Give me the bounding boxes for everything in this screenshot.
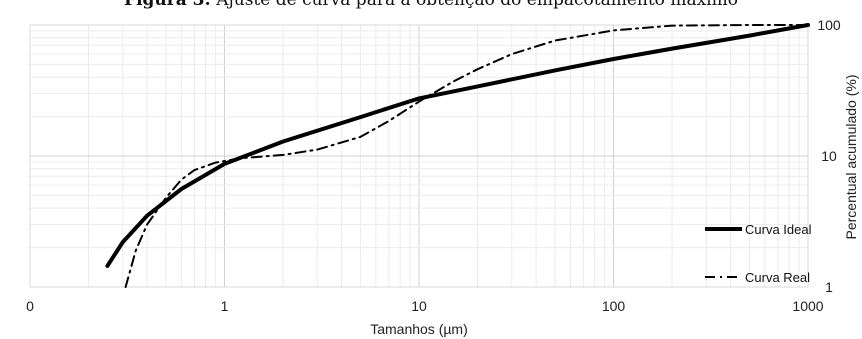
x-axis-title: Tamanhos (µm) [370,321,468,337]
grid [29,25,808,288]
y-tick-label: 100 [817,17,841,33]
series-line-curva-real [124,24,809,288]
caption-label: Figura 3: [124,0,211,10]
x-tick-label: 1 [221,298,229,314]
y-tick-label: 1 [825,279,833,295]
legend-label-curva-real: Curva Real [745,270,810,285]
y-axis-title: Percentual acumulado (%) [843,75,859,240]
x-tick-label: 0 [26,298,34,314]
y-tick-labels: 1 10 100 [817,17,841,295]
legend-label-curva-ideal: Curva Ideal [745,222,812,237]
caption-text: Ajuste de curva para a obtenção do empac… [216,0,738,10]
plot-border [29,24,809,288]
y-tick-label: 10 [821,148,837,164]
x-tick-label: 100 [602,298,626,314]
x-tick-label: 1000 [792,298,823,314]
series-line-curva-ideal [105,23,810,268]
series-layer [105,23,810,288]
x-tick-label: 10 [411,298,427,314]
figure-caption: Figura 3: Ajuste de curva para a obtençã… [0,0,862,28]
legend: Curva Ideal Curva Real [705,222,812,285]
x-tick-labels: 0 1 10 100 1000 [26,298,824,314]
